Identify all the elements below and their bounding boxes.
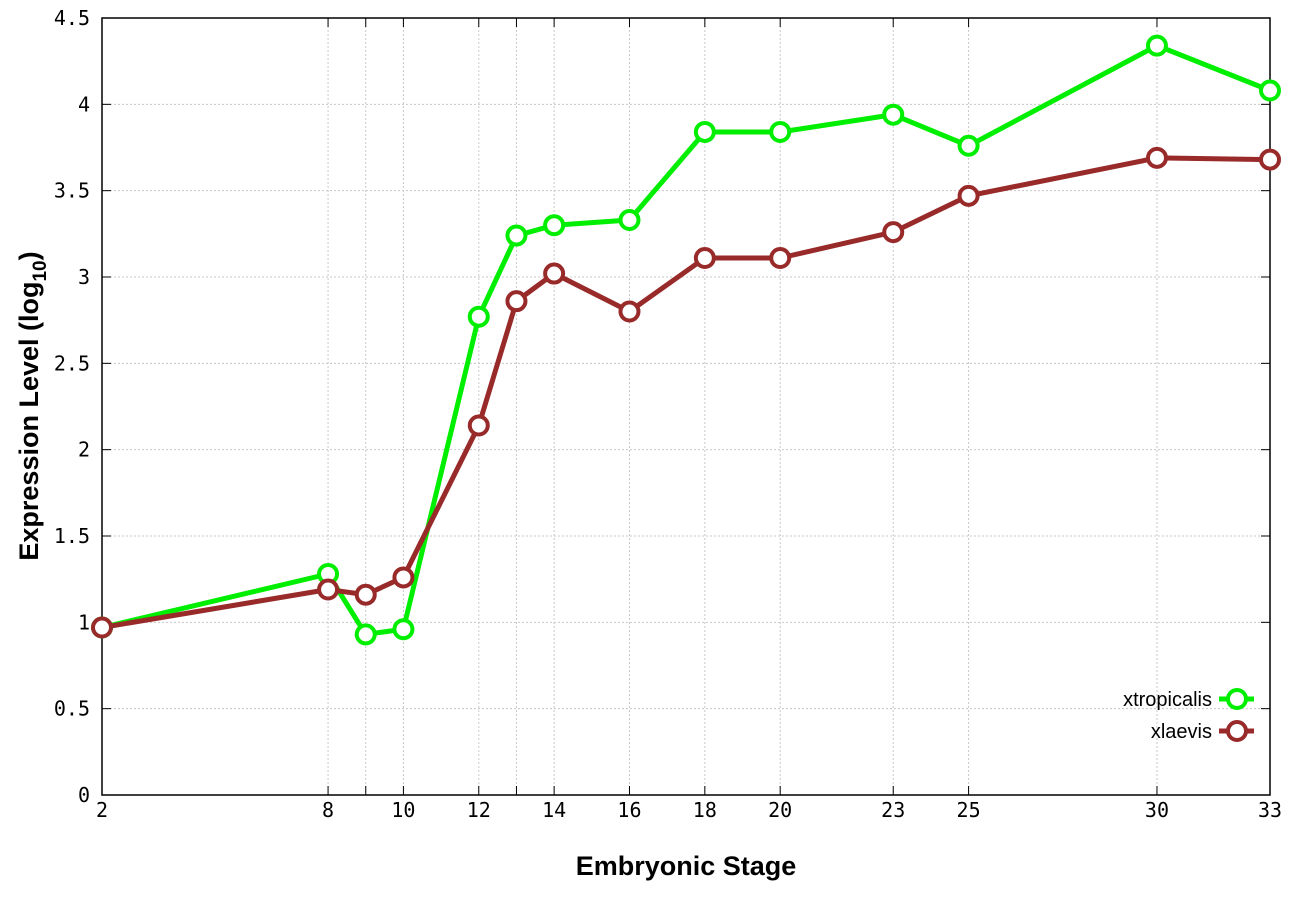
y-tick-label: 2.5 [54,351,90,375]
data-point-xlaevis [882,221,905,244]
data-point-xlaevis [693,247,716,270]
legend-marker [1226,688,1248,710]
data-point-xlaevis [769,247,792,270]
data-point-xtropicalis [543,214,566,237]
y-tick-label: 4.5 [54,6,90,30]
legend-marker [1226,720,1248,742]
data-point-xtropicalis [467,305,490,328]
x-tick-label: 30 [1145,798,1169,822]
data-point-xlaevis [618,300,641,323]
data-point-xtropicalis [392,618,415,641]
y-tick-label: 3.5 [54,179,90,203]
data-point-xlaevis [543,262,566,285]
series-line-xtropicalis [101,43,1271,637]
y-tick-label: 1 [78,610,90,634]
x-tick-label: 33 [1258,798,1282,822]
y-axis-title-main: Expression Level (log [14,282,44,561]
data-point-xlaevis [467,414,490,437]
data-point-xtropicalis [769,120,792,143]
data-point-xtropicalis [354,623,377,646]
legend-label: xlaevis [1151,721,1212,743]
x-tick-label: 10 [391,798,415,822]
data-point-xlaevis [1259,148,1281,171]
plot-frame [101,17,1271,796]
x-tick-label: 25 [957,798,981,822]
series-line-xlaevis [101,155,1271,630]
legend-label: xtropicalis [1123,689,1212,711]
legend-item-xtropicalis: xtropicalis [1123,688,1254,711]
data-point-xlaevis [1145,146,1168,169]
series-xlaevis [91,146,1281,639]
x-tick-label: 20 [768,798,792,822]
gridlines [102,18,1270,795]
data-point-xtropicalis [957,134,980,157]
y-tick-label: 0.5 [54,697,90,721]
data-point-xlaevis [317,578,340,601]
y-tick-label: 3 [78,265,90,289]
data-point-xlaevis [392,566,415,589]
x-tick-label: 18 [693,798,717,822]
series-xtropicalis [91,34,1281,646]
x-tick-label: 8 [322,798,334,822]
data-point-xtropicalis [618,209,641,232]
data-point-xlaevis [91,616,113,639]
legend: xtropicalis xlaevis [1123,688,1254,743]
data-point-xtropicalis [505,224,528,247]
series-layer [91,34,1281,646]
y-tick-label: 4 [78,92,90,116]
x-axis-title: Embryonic Stage [576,851,797,881]
y-axis-title-close: ) [14,251,44,260]
y-axis-title: Expression Level (log10) [14,251,51,560]
data-point-xlaevis [505,290,528,313]
y-tick-label: 1.5 [54,524,90,548]
axis-ticks: 0 0.5 1 1.5 2 2.5 3 3.5 4 4.5 2 8 10 12 14 16 18 20 23 25 30… [54,6,1282,822]
x-tick-label: 12 [467,798,491,822]
x-tick-label: 16 [617,798,641,822]
data-point-xlaevis [957,184,980,207]
data-point-xtropicalis [882,103,905,126]
legend-item-xlaevis: xlaevis [1151,720,1254,743]
y-axis-title-subscript: 10 [30,260,51,281]
data-point-xtropicalis [1145,34,1168,57]
x-tick-label: 23 [881,798,905,822]
y-tick-label: 2 [78,438,90,462]
x-tick-label: 2 [96,798,108,822]
x-tick-label: 14 [542,798,566,822]
data-point-xlaevis [354,583,377,606]
data-point-xtropicalis [693,120,716,143]
data-point-xtropicalis [1259,79,1281,102]
y-tick-label: 0 [78,783,90,807]
